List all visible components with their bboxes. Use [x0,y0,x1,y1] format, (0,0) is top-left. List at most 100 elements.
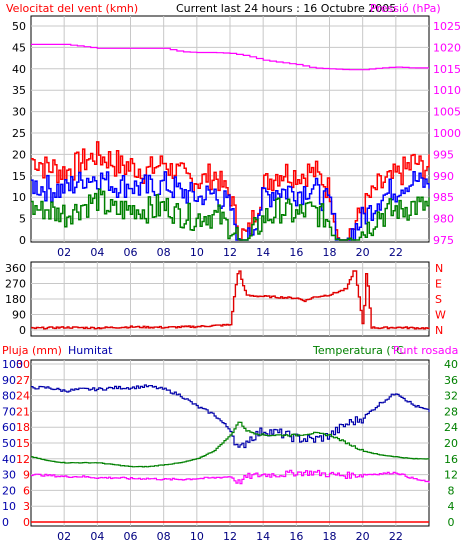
temperature-y-tick-label: 28 [444,405,458,418]
pressure-y-tick-label: 1025 [433,20,461,33]
dewpoint-label: Punt rosada [393,344,458,357]
wind-y-tick-label: 50 [12,20,26,33]
climate-x-tick-label: 14 [256,530,270,543]
direction-y-tick-label: 90 [12,309,26,322]
series-layer [31,43,430,523]
wind-title: Velocitat del vent (kmh) [6,2,138,15]
wind-x-tick-label: 20 [356,246,370,259]
wind-x-tick-label: 10 [190,246,204,259]
wind-x-tick-label: 06 [124,246,138,259]
rain-y-tick-label: 15 [16,437,30,450]
humidity-y-tick-label: 20 [2,484,16,497]
pressure-y-tick-label: 980 [433,213,454,226]
humidity-y-tick-label: 70 [2,405,16,418]
wind-x-tick-label: 12 [223,246,237,259]
rain-label: Pluja (mm) [2,344,62,357]
wind-series-average [31,170,430,241]
humidity-y-tick-label: 0 [2,516,9,529]
wind-y-tick-label: 20 [12,148,26,161]
direction-y-tick-label: 0 [19,324,26,337]
temperature-y-tick-label: 36 [444,374,458,387]
wind-y-tick-label: 35 [12,84,26,97]
humidity-y-tick-label: 100 [2,358,23,371]
pressure-y-tick-label: 1005 [433,106,461,119]
climate-x-tick-label: 16 [289,530,303,543]
wind-y-tick-label: 5 [19,213,26,226]
wind-y-tick-label: 0 [19,234,26,247]
humidity-y-tick-label: 90 [2,374,16,387]
temperature-y-tick-label: 4 [448,500,455,513]
climate-x-tick-label: 06 [124,530,138,543]
direction-y-tick-label: 270 [5,278,26,291]
climate-x-tick-label: 20 [356,530,370,543]
direction-series [31,270,430,330]
rain-y-tick-label: 9 [23,469,30,482]
climate-x-tick-label: 18 [323,530,337,543]
temperature-label: Temperatura (°C [312,344,404,357]
wind-y-tick-label: 15 [12,170,26,183]
temperature-y-tick-label: 24 [444,421,458,434]
wind-x-tick-label: 14 [256,246,270,259]
temperature-y-tick-label: 0 [448,516,455,529]
rain-y-tick-label: 3 [23,500,30,513]
climate-x-tick-label: 08 [157,530,171,543]
direction-compass-label: W [435,309,446,322]
rain-y-tick-label: 24 [16,390,30,403]
humidity-y-tick-label: 10 [2,500,16,513]
wind-x-tick-label: 04 [90,246,104,259]
climate-x-tick-label: 10 [190,530,204,543]
climate-series-humidity [31,384,430,449]
humidity-y-tick-label: 40 [2,453,16,466]
pressure-y-tick-label: 1020 [433,41,461,54]
pressure-y-tick-label: 995 [433,148,454,161]
wind-y-tick-label: 10 [12,191,26,204]
humidity-y-tick-label: 60 [2,421,16,434]
direction-compass-label: S [435,293,442,306]
climate-x-tick-label: 04 [90,530,104,543]
humidity-y-tick-label: 80 [2,390,16,403]
humidity-label: Humitat [68,344,113,357]
pressure-title: Pressió (hPa) [370,2,441,15]
pressure-y-tick-label: 1000 [433,127,461,140]
wind-x-tick-label: 16 [289,246,303,259]
wind-y-tick-label: 30 [12,106,26,119]
wind-y-tick-label: 25 [12,127,26,140]
climate-x-tick-label: 22 [389,530,403,543]
direction-compass-label: N [435,324,443,337]
rain-y-tick-label: 12 [16,453,30,466]
rain-y-tick-label: 0 [23,516,30,529]
temperature-y-tick-label: 40 [444,358,458,371]
rain-y-tick-label: 30 [16,358,30,371]
temperature-y-tick-label: 32 [444,390,458,403]
pressure-y-tick-label: 1015 [433,63,461,76]
climate-series-dewpoint [31,469,430,485]
wind-y-tick-label: 40 [12,63,26,76]
climate-x-tick-label: 02 [57,530,71,543]
wind-series-pressure [31,43,429,71]
rain-y-tick-label: 18 [16,421,30,434]
wind-x-tick-label: 08 [157,246,171,259]
direction-y-tick-label: 360 [5,262,26,275]
climate-series-temperature [31,421,430,468]
direction-y-tick-label: 180 [5,293,26,306]
current-label: Current last 24 hours : 16 Octubre 2005 [176,2,396,15]
direction-compass-label: N [435,262,443,275]
pressure-y-tick-label: 990 [433,170,454,183]
rain-y-tick-label: 6 [23,484,30,497]
rain-y-tick-label: 21 [16,405,30,418]
climate-x-tick-label: 12 [223,530,237,543]
wind-x-tick-label: 18 [323,246,337,259]
temperature-y-tick-label: 16 [444,453,458,466]
rain-y-tick-label: 27 [16,374,30,387]
pressure-y-tick-label: 1010 [433,84,461,97]
wind-x-tick-label: 22 [389,246,403,259]
pressure-y-tick-label: 985 [433,191,454,204]
humidity-y-tick-label: 30 [2,469,16,482]
wind-y-tick-label: 45 [12,41,26,54]
temperature-y-tick-label: 20 [444,437,458,450]
direction-compass-label: E [435,278,442,291]
axes-layer: 02 04 06 08 10 12 14 16 18 20 22051015202530354045… [2,20,461,543]
pressure-y-tick-label: 975 [433,234,454,247]
